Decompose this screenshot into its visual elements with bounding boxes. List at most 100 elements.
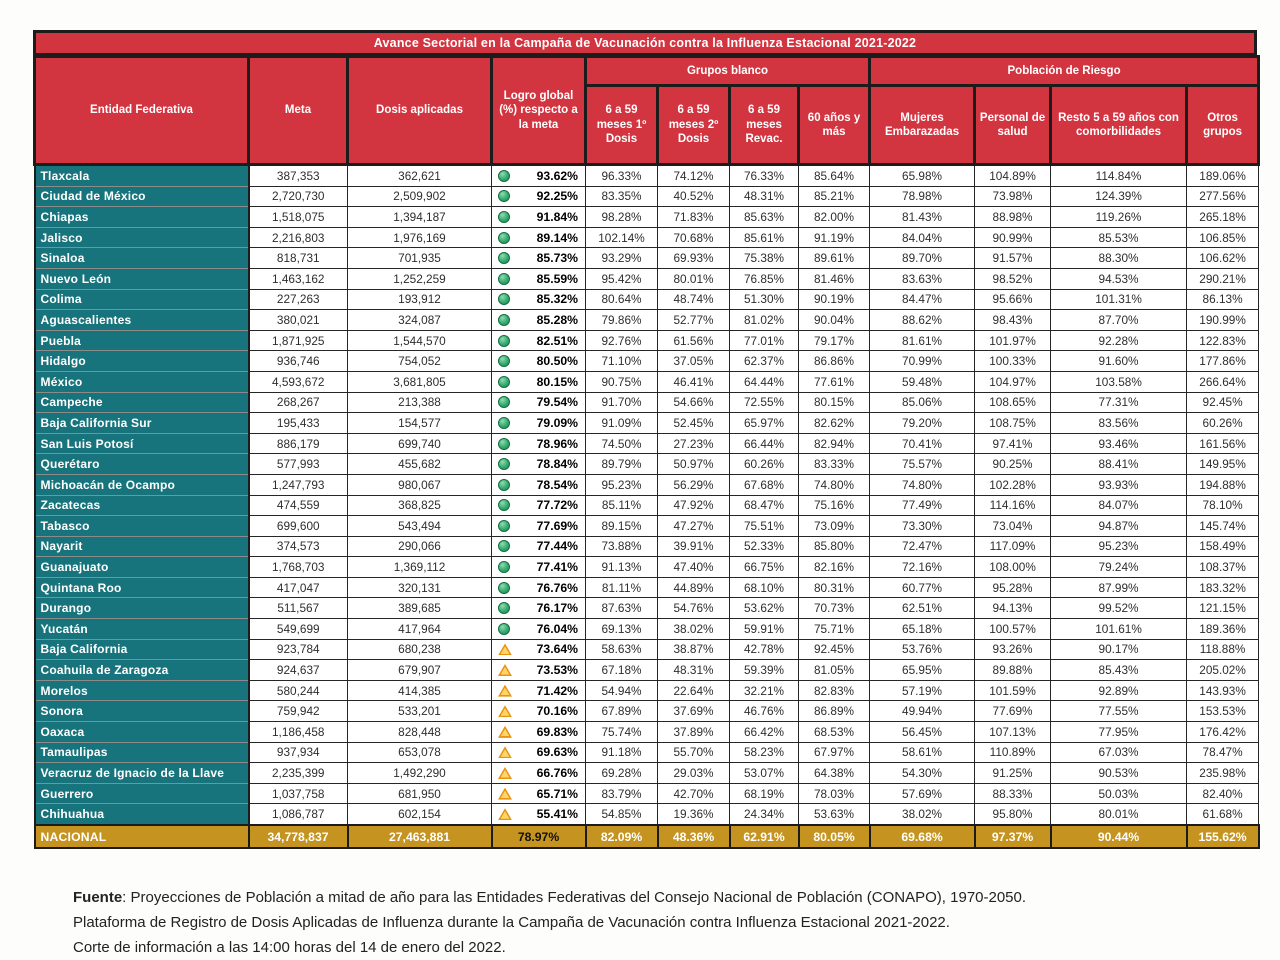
pct-cell-7: 177.86% bbox=[1186, 350, 1260, 372]
dosis-cell: 1,394,187 bbox=[347, 206, 492, 228]
pct-cell-6: 91.60% bbox=[1050, 350, 1188, 372]
meta-cell: 1,086,787 bbox=[248, 803, 348, 826]
pct-cell-0: 87.63% bbox=[585, 597, 658, 620]
entity-cell: Campeche bbox=[33, 391, 250, 414]
pct-cell-2: 85.61% bbox=[729, 226, 799, 249]
logro-value: 77.72% bbox=[536, 498, 578, 513]
pct-cell-6: 94.53% bbox=[1050, 267, 1188, 290]
meta-cell: 4,593,672 bbox=[248, 370, 348, 393]
header-6a59-revac: 6 a 59 meses Revac. bbox=[728, 84, 800, 166]
entity-cell: Hidalgo bbox=[33, 350, 250, 372]
table-row: Coahuila de Zaragoza 924,637 679,907 73.53%… bbox=[33, 659, 1260, 681]
green-circle-icon bbox=[498, 478, 510, 491]
meta-cell: 2,216,803 bbox=[248, 226, 348, 249]
pct-cell-0: 71.10% bbox=[585, 350, 658, 372]
pct-cell-0: 91.09% bbox=[585, 412, 658, 434]
pct-cell-2: 85.63% bbox=[729, 206, 799, 228]
pct-cell-7: 183.32% bbox=[1186, 576, 1260, 599]
dosis-cell: 1,252,259 bbox=[347, 267, 492, 290]
pct-cell-1: 56.29% bbox=[657, 473, 730, 496]
pct-cell-4: 59.48% bbox=[869, 370, 976, 393]
pct-cell-7: 235.98% bbox=[1186, 762, 1260, 784]
logro-cell: 79.54% bbox=[491, 391, 586, 414]
entity-cell: Puebla bbox=[33, 329, 250, 352]
pct-cell-1: 55.70% bbox=[657, 741, 730, 764]
dosis-cell: 368,825 bbox=[347, 494, 492, 517]
pct-cell-4: 49.94% bbox=[869, 700, 976, 723]
pct-cell-5: 110.89% bbox=[974, 741, 1052, 764]
logro-value: 66.76% bbox=[536, 766, 578, 781]
dosis-cell: 3,681,805 bbox=[347, 370, 492, 393]
green-circle-icon bbox=[498, 458, 510, 471]
pct-cell-7: 205.02% bbox=[1186, 659, 1260, 681]
pct-cell-5: 98.52% bbox=[974, 267, 1052, 290]
pct-cell-6: 77.95% bbox=[1050, 721, 1188, 743]
pct-cell-0: 81.11% bbox=[585, 576, 658, 599]
pct-cell-4: 69.68% bbox=[868, 824, 976, 849]
pct-cell-3: 80.15% bbox=[797, 391, 871, 414]
green-circle-icon bbox=[498, 313, 510, 326]
pct-cell-1: 54.76% bbox=[657, 597, 730, 620]
pct-cell-0: 90.75% bbox=[585, 370, 658, 393]
pct-cell-4: 57.69% bbox=[869, 782, 976, 805]
table-row: Colima 227,263 193,912 85.32% 80.64% 48.74% 51… bbox=[33, 288, 1260, 311]
green-circle-icon bbox=[498, 375, 510, 388]
header-6a59-1dosis: 6 a 59 meses 1º Dosis bbox=[584, 84, 659, 166]
pct-cell-7: 266.64% bbox=[1186, 370, 1260, 393]
pct-cell-1: 61.56% bbox=[657, 329, 730, 352]
logro-cell: 93.62% bbox=[491, 164, 586, 187]
pct-cell-5: 88.98% bbox=[974, 206, 1052, 228]
table-row: Nayarit 374,573 290,066 77.44% 73.88% 39.91% 5… bbox=[33, 535, 1260, 558]
pct-cell-2: 64.44% bbox=[729, 370, 799, 393]
pct-cell-7: 153.53% bbox=[1186, 700, 1260, 723]
pct-cell-6: 50.03% bbox=[1050, 782, 1188, 805]
table-row: Yucatán 549,699 417,964 76.04% 69.13% 38.02% 5… bbox=[33, 618, 1260, 640]
warning-triangle-icon bbox=[498, 725, 512, 738]
pct-cell-5: 91.57% bbox=[974, 247, 1052, 269]
pct-cell-4: 73.30% bbox=[869, 515, 976, 537]
pct-cell-1: 27.23% bbox=[657, 432, 730, 455]
warning-triangle-icon bbox=[498, 705, 512, 718]
source-note: Fuente: Proyecciones de Población a mita… bbox=[73, 885, 1273, 960]
source-line-1: Fuente: Proyecciones de Población a mita… bbox=[73, 889, 1027, 906]
header-personal-salud: Personal de salud bbox=[973, 84, 1053, 166]
logro-cell: 92.25% bbox=[491, 185, 586, 208]
pct-cell-0: 73.88% bbox=[585, 535, 658, 558]
logro-value: 78.84% bbox=[536, 457, 578, 472]
pct-cell-6: 85.43% bbox=[1050, 659, 1188, 681]
pct-cell-5: 97.37% bbox=[973, 824, 1052, 849]
logro-value: 85.59% bbox=[536, 271, 578, 286]
pct-cell-0: 95.23% bbox=[585, 473, 658, 496]
green-circle-icon bbox=[498, 437, 510, 450]
pct-cell-3: 81.05% bbox=[797, 659, 871, 681]
green-circle-icon bbox=[498, 334, 510, 347]
meta-cell: 1,186,458 bbox=[248, 721, 348, 743]
meta-cell: 1,247,793 bbox=[248, 473, 348, 496]
pct-cell-5: 73.98% bbox=[974, 185, 1052, 208]
pct-cell-6: 90.17% bbox=[1050, 638, 1188, 661]
pct-cell-0: 96.33% bbox=[585, 164, 658, 187]
pct-cell-1: 42.70% bbox=[657, 782, 730, 805]
dosis-cell: 980,067 bbox=[347, 473, 492, 496]
table-row: Ciudad de México 2,720,730 2,509,902 92.25%… bbox=[33, 185, 1260, 208]
logro-cell: 85.59% bbox=[491, 267, 586, 290]
table-row: Chiapas 1,518,075 1,394,187 91.84% 98.28% 71.… bbox=[33, 206, 1260, 228]
pct-cell-1: 38.87% bbox=[657, 638, 730, 661]
table-header: Entidad Federativa Meta Dosis aplicadas … bbox=[33, 55, 1261, 166]
logro-value: 55.41% bbox=[536, 807, 578, 822]
pct-cell-4: 83.63% bbox=[869, 267, 976, 290]
pct-cell-5: 95.66% bbox=[974, 288, 1052, 311]
table-row: Baja California 923,784 680,238 73.64% 58.63… bbox=[33, 638, 1260, 661]
logro-value: 89.14% bbox=[536, 230, 578, 245]
entity-cell: Nuevo León bbox=[33, 267, 250, 290]
pct-cell-2: 48.31% bbox=[729, 185, 799, 208]
pct-cell-2: 67.68% bbox=[729, 473, 799, 496]
dosis-cell: 213,388 bbox=[347, 391, 492, 414]
logro-cell: 78.97% bbox=[490, 824, 587, 849]
warning-triangle-icon bbox=[498, 746, 512, 759]
pct-cell-5: 88.33% bbox=[974, 782, 1052, 805]
logro-cell: 69.83% bbox=[491, 721, 586, 743]
logro-cell: 70.16% bbox=[491, 700, 586, 723]
entity-cell: Michoacán de Ocampo bbox=[33, 473, 250, 496]
pct-cell-3: 79.17% bbox=[797, 329, 871, 352]
